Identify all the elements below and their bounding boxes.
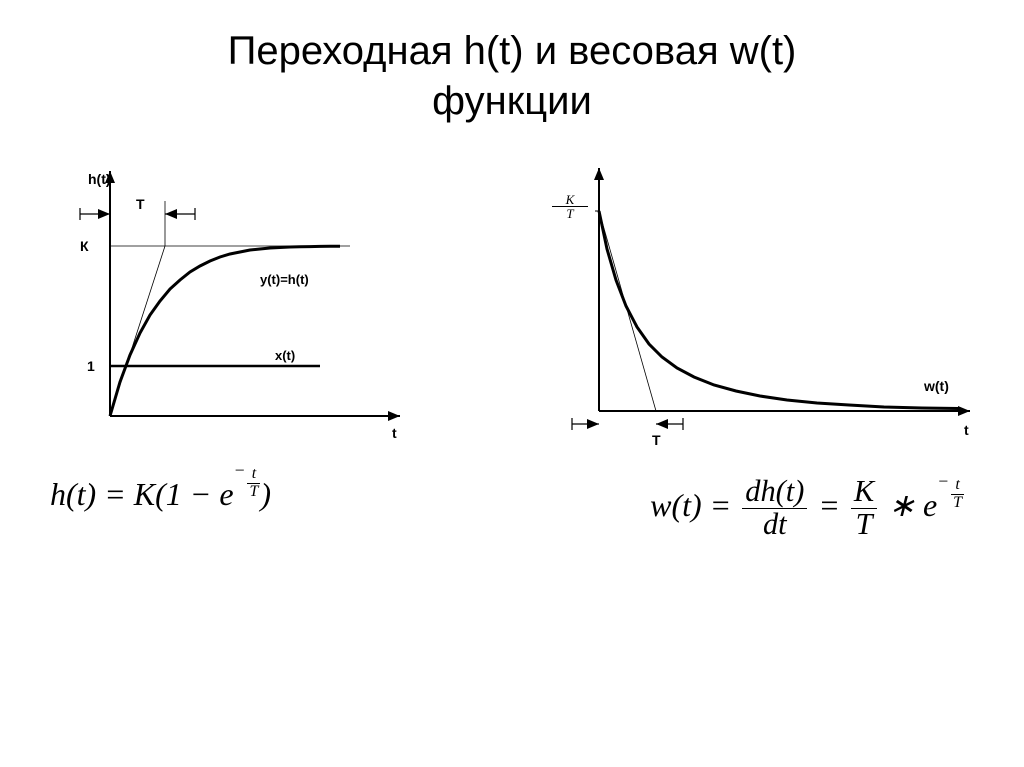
formula-w-frac2: KT [851, 476, 877, 541]
formula-h-exp-neg: − [234, 460, 246, 481]
formula-h-lhs: h(t) = K(1 − e [50, 476, 234, 512]
svg-text:y(t)=h(t): y(t)=h(t) [260, 272, 309, 287]
plots-row: h(t)ТК1y(t)=h(t)x(t)t KTw(t)tT [0, 126, 1024, 466]
right-plot: KTw(t)tT [544, 156, 984, 466]
svg-text:Т: Т [136, 196, 145, 212]
svg-text:t: t [964, 422, 969, 438]
formula-row: h(t) = K(1 − e−tT) w(t) = dh(t)dt = KT ∗… [0, 466, 1024, 541]
formula-w-f1-num: dh(t) [742, 476, 807, 509]
formula-h-rhs: ) [260, 476, 271, 512]
right-plot-wrap: KTw(t)tT [544, 156, 984, 466]
left-plot-wrap: h(t) Т К 1 y(t)=h(t) x(t) t [40, 156, 420, 466]
formula-w-frac1: dh(t)dt [742, 476, 807, 541]
formula-w-pre: w(t) = [650, 487, 739, 523]
svg-text:x(t): x(t) [275, 348, 295, 363]
svg-text:T: T [652, 432, 661, 448]
svg-text:h(t): h(t) [88, 171, 111, 187]
title-line-1: Переходная h(t) и весовая w(t) [228, 29, 797, 73]
formula-w-exp-num: t [951, 477, 964, 495]
svg-text:t: t [392, 425, 397, 441]
formula-h-exp-frac: tT [247, 466, 260, 501]
slide-title: Переходная h(t) и весовая w(t) функции [0, 0, 1024, 126]
formula-w-exp-frac: tT [951, 477, 964, 512]
formula-w-post: ∗ e [880, 487, 937, 523]
formula-h: h(t) = K(1 − e−tT) [50, 476, 271, 541]
svg-text:К: К [80, 238, 89, 254]
title-line-2: функции [432, 79, 592, 123]
svg-text:1: 1 [87, 358, 95, 374]
svg-text:w(t): w(t) [923, 378, 949, 394]
formula-w-exp-neg: − [937, 471, 949, 492]
left-plot: h(t) Т К 1 y(t)=h(t) x(t) t [40, 156, 420, 466]
formula-w-f2-num: K [851, 476, 877, 509]
formula-w: w(t) = dh(t)dt = KT ∗ e−tT [650, 476, 964, 541]
formula-w-exp-den: T [951, 495, 964, 512]
formula-h-exp-num: t [247, 466, 260, 484]
formula-h-exp-den: T [247, 484, 260, 501]
formula-w-f2-den: T [851, 509, 877, 541]
formula-w-mid: = [810, 487, 848, 523]
formula-w-f1-den: dt [742, 509, 807, 541]
